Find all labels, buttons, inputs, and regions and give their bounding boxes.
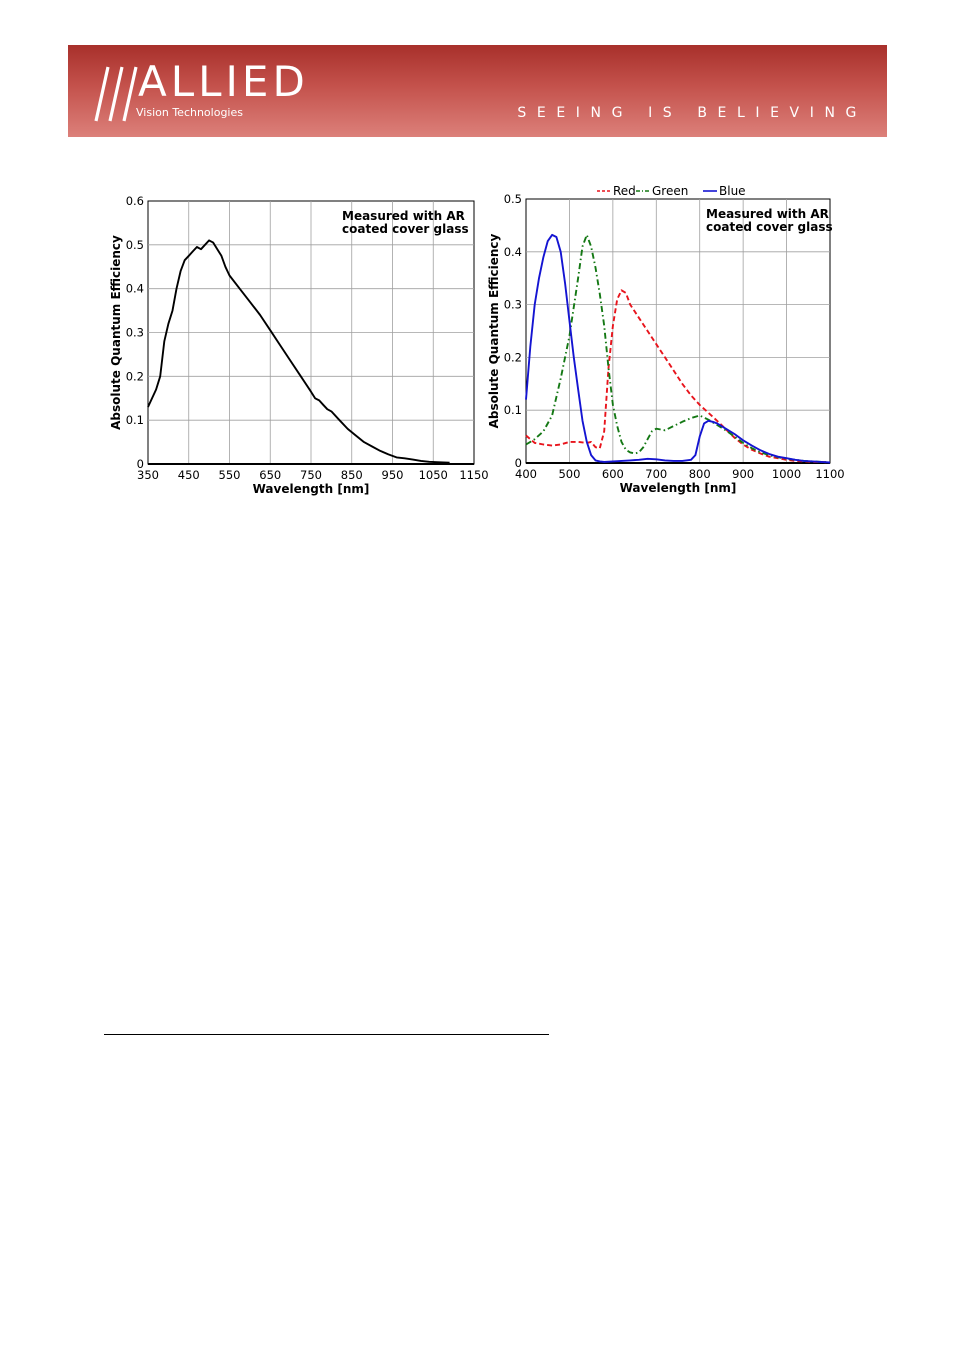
series-line-0 xyxy=(147,239,450,464)
legend-label: Red xyxy=(613,184,636,198)
x-tick-label: 1000 xyxy=(772,467,801,481)
x-tick-label: 1100 xyxy=(815,467,844,481)
y-tick-label: 0.1 xyxy=(504,403,522,417)
footnote-rule xyxy=(104,1034,549,1035)
y-tick-label: 0 xyxy=(137,457,144,471)
logo-subtitle: Vision Technologies xyxy=(136,106,243,119)
x-tick-label: 950 xyxy=(382,468,404,482)
y-tick-label: 0.5 xyxy=(126,238,144,252)
annotation-text: coated cover glass xyxy=(706,220,833,234)
x-tick-label: 1050 xyxy=(419,468,448,482)
y-tick-label: 0.2 xyxy=(126,369,144,383)
x-tick-label: 800 xyxy=(689,467,711,481)
x-axis-label: Wavelength [nm] xyxy=(253,482,370,496)
x-tick-label: 1150 xyxy=(459,468,488,482)
x-tick-label: 400 xyxy=(515,467,537,481)
x-tick-label: 450 xyxy=(178,468,200,482)
annotation-text: Measured with AR xyxy=(706,207,829,221)
y-tick-label: 0.4 xyxy=(504,245,522,259)
y-tick-label: 0.1 xyxy=(126,413,144,427)
tagline: SEEING IS BELIEVING xyxy=(517,105,867,121)
mono-qe-chart: 350 450 550 650 750 850 950 1050 1150 0 0.1 0.2 0.3 0… xyxy=(109,194,489,496)
y-tick-label: 0.3 xyxy=(126,326,144,340)
series-line-green xyxy=(525,233,831,464)
y-tick-label: 0.4 xyxy=(126,282,144,296)
annotation-text: coated cover glass xyxy=(342,222,469,236)
x-tick-label: 650 xyxy=(259,468,281,482)
y-tick-label: 0.6 xyxy=(126,194,144,208)
x-tick-label: 850 xyxy=(341,468,363,482)
legend-label: Green xyxy=(652,184,688,198)
series-line-red xyxy=(525,289,831,464)
y-axis-label: Absolute Quantum Efficiency xyxy=(109,235,123,430)
x-tick-label: 900 xyxy=(732,467,754,481)
logo-slashes-icon xyxy=(94,66,138,122)
color-qe-chart: 400 500 600 700 800 900 1000 1100 0 0.1 0.2 0.3 0.4 0… xyxy=(487,184,845,495)
x-axis-label: Wavelength [nm] xyxy=(620,481,737,495)
series-line-blue xyxy=(525,233,831,464)
x-tick-label: 350 xyxy=(137,468,159,482)
x-tick-label: 550 xyxy=(219,468,241,482)
annotation-text: Measured with AR xyxy=(342,209,465,223)
y-tick-label: 0 xyxy=(515,456,522,470)
header-banner: ALLIED Vision Technologies SEEING IS BEL… xyxy=(68,45,887,137)
y-tick-label: 0.2 xyxy=(504,350,522,364)
x-tick-label: 500 xyxy=(558,467,580,481)
plot-area xyxy=(525,198,831,464)
x-tick-label: 700 xyxy=(645,467,667,481)
logo-wordmark: ALLIED xyxy=(138,57,309,106)
y-axis-label: Absolute Quantum Efficiency xyxy=(487,233,501,428)
y-tick-label: 0.3 xyxy=(504,298,522,312)
y-tick-label: 0.5 xyxy=(504,192,522,206)
x-tick-label: 600 xyxy=(602,467,624,481)
x-tick-label: 750 xyxy=(300,468,322,482)
legend-label: Blue xyxy=(719,184,746,198)
